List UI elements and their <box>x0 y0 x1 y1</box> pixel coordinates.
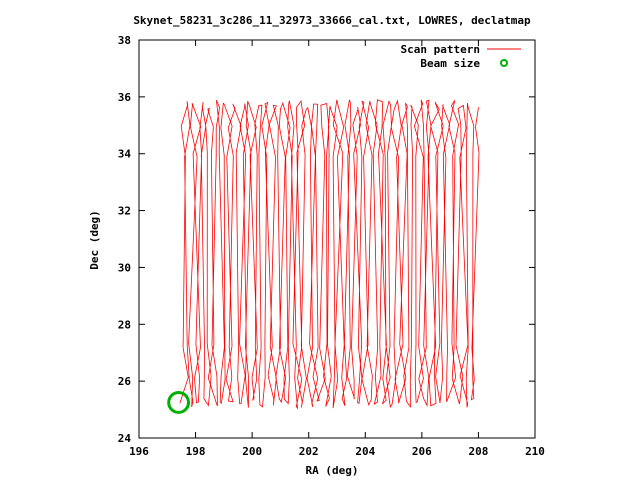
legend-label-beam-size: Beam size <box>420 57 480 70</box>
x-tick-label: 198 <box>186 445 206 458</box>
plot-frame <box>138 39 536 439</box>
y-tick-label: 24 <box>118 432 132 445</box>
scan-pattern-line <box>179 99 480 410</box>
y-tick-label: 36 <box>118 91 132 104</box>
legend-swatch-beam-size <box>500 59 508 67</box>
x-tick-label: 210 <box>525 445 545 458</box>
y-axis-ticks: 24 26 28 30 32 34 36 38 <box>118 34 535 445</box>
beam-size-series <box>167 391 191 414</box>
x-axis-label: RA (deg) <box>306 464 359 477</box>
y-tick-label: 34 <box>118 148 132 161</box>
scan-pattern-series <box>179 99 480 410</box>
x-tick-label: 202 <box>299 445 319 458</box>
x-axis-ticks: 196 198 200 202 204 206 208 210 <box>129 40 545 458</box>
beam-size-circle <box>167 391 191 414</box>
y-tick-label: 32 <box>118 205 131 218</box>
y-tick-label: 28 <box>118 318 131 331</box>
y-tick-label: 38 <box>118 34 131 47</box>
x-tick-label: 204 <box>355 445 375 458</box>
x-tick-label: 208 <box>468 445 488 458</box>
y-tick-label: 30 <box>118 261 131 274</box>
chart-title: Skynet_58231_3c286_11_32973_33666_cal.tx… <box>133 14 531 27</box>
legend-label-scan-pattern: Scan pattern <box>401 43 480 56</box>
x-tick-label: 206 <box>412 445 432 458</box>
y-axis-label: Dec (deg) <box>88 210 101 270</box>
x-tick-label: 196 <box>129 445 149 458</box>
x-tick-label: 200 <box>242 445 262 458</box>
legend: Scan pattern Beam size <box>401 43 521 70</box>
y-tick-label: 26 <box>118 375 132 388</box>
